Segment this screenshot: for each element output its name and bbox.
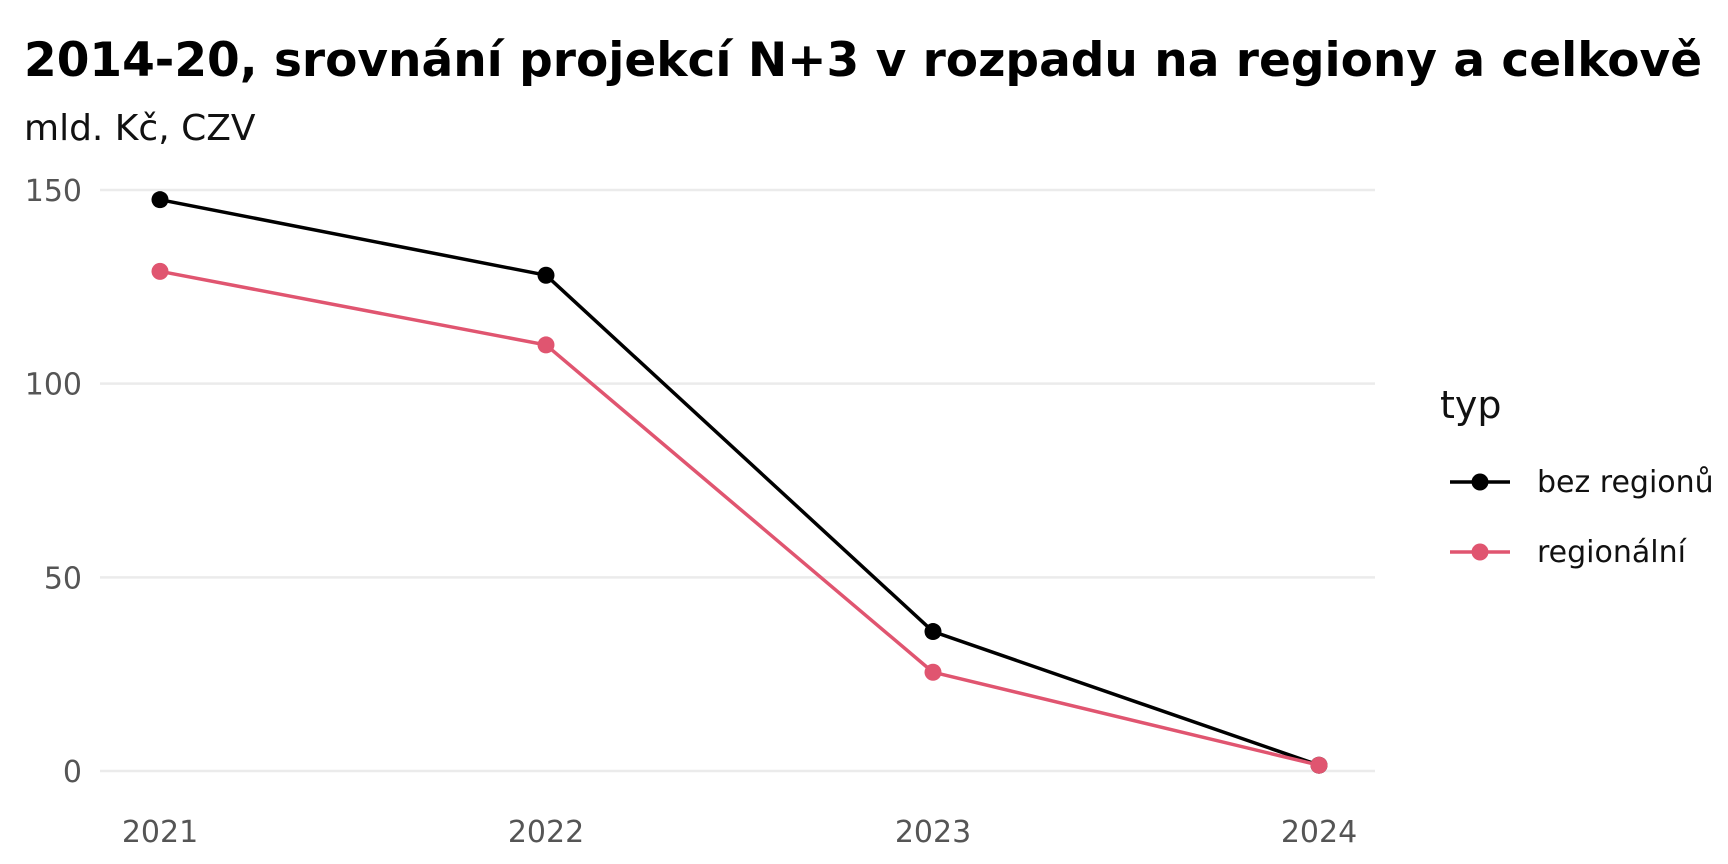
gridlines	[100, 188, 1375, 773]
x-tick-label: 2023	[895, 815, 971, 850]
y-tick-label: 100	[25, 368, 82, 403]
legend-item: bez regionů	[1450, 465, 1714, 500]
x-tick-label: 2021	[122, 815, 198, 850]
data-point	[151, 262, 169, 280]
y-tick-label: 150	[25, 174, 82, 209]
x-tick-label: 2024	[1281, 815, 1357, 850]
chart-title: 2014-20, srovnání projekcí N+3 v rozpadu…	[24, 33, 1702, 88]
series-line	[159, 197, 1320, 767]
x-axis-ticks: 2021 2022 2023 2024	[122, 815, 1357, 850]
data-point	[1310, 756, 1328, 774]
data-point	[537, 336, 555, 354]
legend: typ bez regionů regionální	[1440, 383, 1714, 570]
legend-label: regionální	[1537, 535, 1688, 570]
y-tick-label: 50	[44, 561, 82, 596]
data-point	[924, 663, 942, 681]
series-line	[159, 269, 1320, 767]
legend-items: bez regionů regionální	[1450, 465, 1714, 570]
series-2	[151, 262, 1328, 774]
data-point	[537, 266, 555, 284]
chart-subtitle: mld. Kč, CZV	[24, 108, 256, 149]
legend-label: bez regionů	[1537, 465, 1714, 500]
x-tick-label: 2022	[508, 815, 584, 850]
legend-key-point	[1471, 473, 1489, 491]
series-lines	[151, 191, 1328, 774]
data-point	[924, 623, 942, 641]
y-axis-ticks: 0 50 100 150	[25, 174, 82, 790]
legend-key-point	[1471, 543, 1489, 561]
legend-item: regionální	[1450, 535, 1688, 570]
data-point	[151, 191, 169, 209]
series-1	[151, 191, 1328, 774]
y-tick-label: 0	[63, 755, 82, 790]
legend-title: typ	[1440, 383, 1502, 427]
